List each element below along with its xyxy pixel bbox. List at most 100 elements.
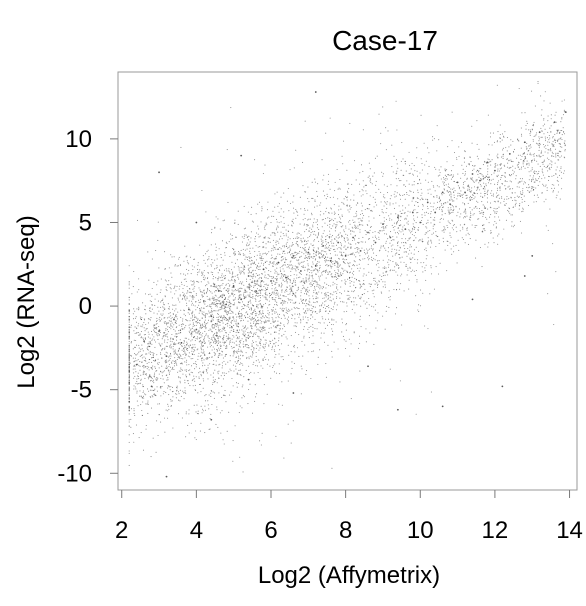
data-point — [307, 286, 309, 288]
data-point — [277, 263, 279, 265]
data-point — [188, 373, 190, 375]
data-point — [538, 149, 540, 152]
data-point — [364, 258, 366, 260]
data-point — [259, 299, 261, 302]
data-point — [459, 195, 461, 197]
data-point — [287, 344, 289, 346]
data-point — [396, 249, 398, 251]
data-point — [253, 285, 255, 287]
data-point — [410, 168, 412, 170]
data-point — [140, 378, 142, 380]
data-point — [383, 217, 385, 219]
data-point — [297, 268, 299, 271]
data-point — [128, 311, 130, 313]
data-point — [139, 382, 141, 384]
data-point — [521, 178, 524, 180]
data-point — [170, 337, 172, 339]
data-point — [299, 276, 301, 278]
data-point — [396, 170, 398, 172]
data-point — [213, 297, 215, 300]
data-point — [449, 212, 451, 214]
data-point — [251, 206, 253, 208]
data-point — [478, 208, 481, 210]
data-point — [289, 169, 291, 171]
data-point — [274, 345, 276, 347]
data-point — [216, 349, 219, 351]
data-point — [463, 203, 466, 205]
data-point — [508, 159, 510, 161]
data-point — [257, 320, 259, 322]
data-point — [365, 248, 368, 250]
data-point — [418, 227, 420, 229]
data-point — [278, 284, 280, 286]
data-point — [476, 200, 478, 202]
data-point — [212, 336, 214, 338]
data-point — [128, 359, 130, 361]
data-point — [358, 237, 360, 240]
data-point — [378, 280, 380, 282]
data-point — [234, 350, 236, 353]
data-point — [395, 271, 397, 273]
data-point — [161, 338, 163, 340]
data-point — [443, 231, 445, 233]
data-point — [341, 331, 343, 333]
data-point — [178, 376, 180, 378]
data-point — [392, 203, 394, 205]
data-point — [193, 375, 195, 377]
data-point — [335, 244, 338, 246]
data-point — [262, 289, 264, 291]
data-point — [462, 238, 465, 241]
data-point — [220, 295, 222, 297]
data-point — [250, 349, 252, 351]
data-point — [158, 267, 160, 269]
data-point — [345, 323, 348, 325]
data-point — [392, 239, 394, 241]
data-point — [185, 268, 188, 270]
data-point — [274, 304, 276, 306]
data-point — [195, 324, 197, 326]
data-point — [233, 320, 235, 322]
data-point — [405, 263, 407, 265]
data-point — [275, 240, 277, 242]
data-point — [192, 337, 195, 339]
data-point — [172, 304, 174, 306]
data-point — [325, 239, 327, 241]
data-point — [193, 336, 196, 338]
data-point — [466, 229, 468, 231]
data-point — [534, 105, 536, 107]
data-point — [256, 254, 258, 256]
data-point — [257, 246, 259, 248]
data-point — [482, 178, 484, 180]
data-point — [141, 348, 143, 350]
data-point — [379, 274, 381, 276]
data-point — [269, 275, 271, 278]
data-point — [162, 393, 164, 395]
data-point — [267, 241, 269, 243]
data-point — [135, 388, 137, 390]
data-point — [276, 325, 278, 327]
data-point — [493, 224, 495, 226]
data-point — [250, 322, 252, 324]
data-point — [243, 341, 245, 343]
data-point — [347, 290, 349, 292]
data-point — [516, 157, 518, 159]
data-point — [128, 441, 130, 443]
data-point — [360, 286, 362, 288]
data-point — [542, 185, 545, 187]
data-point — [235, 368, 237, 370]
data-point — [283, 211, 285, 213]
data-point — [213, 336, 215, 338]
data-point — [473, 165, 475, 167]
data-point — [239, 287, 241, 289]
data-point — [402, 226, 404, 228]
data-point — [216, 278, 218, 280]
data-point — [184, 295, 186, 297]
data-point — [286, 282, 288, 284]
data-point — [209, 346, 211, 348]
data-point — [198, 372, 200, 374]
data-point — [140, 348, 142, 350]
data-point — [243, 296, 245, 298]
data-point — [299, 272, 301, 275]
data-point — [203, 278, 205, 280]
data-point — [497, 243, 499, 245]
